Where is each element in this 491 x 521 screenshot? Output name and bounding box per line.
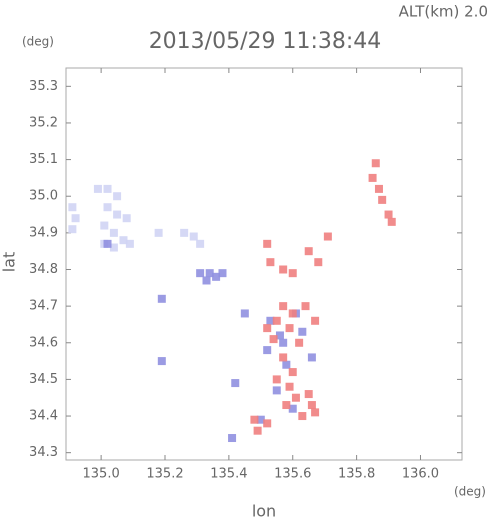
echo-point — [285, 324, 294, 333]
echo-point — [275, 331, 284, 340]
echo-point — [279, 338, 288, 347]
echo-point — [231, 379, 240, 388]
echo-point — [298, 327, 307, 336]
chart-title: 2013/05/29 11:38:44 — [149, 29, 382, 54]
echo-point — [311, 316, 320, 325]
echo-point — [266, 258, 275, 267]
echo-point — [119, 236, 128, 245]
echo-point — [263, 419, 272, 428]
echo-point — [295, 338, 304, 347]
echo-point — [288, 269, 297, 278]
echo-point — [298, 412, 307, 421]
echo-point — [288, 368, 297, 377]
echo-point — [100, 221, 109, 230]
echo-point — [196, 239, 205, 248]
echo-point — [387, 217, 396, 226]
echo-point — [307, 353, 316, 362]
echo-point — [228, 434, 237, 443]
y-tick-label: 35.2 — [29, 115, 58, 130]
x-tick-label: 135.0 — [83, 467, 120, 482]
echo-point — [68, 203, 77, 212]
y-axis-label: lat — [0, 252, 19, 273]
plot-frame — [65, 67, 463, 461]
x-tick-label: 135.6 — [274, 467, 311, 482]
echo-point — [109, 228, 118, 237]
echo-point — [378, 195, 387, 204]
echo-point — [71, 214, 80, 223]
altitude-label: ALT(km) 2.0 — [399, 3, 488, 21]
echo-point — [304, 247, 313, 256]
echo-point — [279, 302, 288, 311]
echo-point — [311, 408, 320, 417]
y-tick-label: 35.0 — [29, 189, 58, 204]
echo-point — [109, 243, 118, 252]
echo-point — [240, 309, 249, 318]
echo-point — [272, 375, 281, 384]
echo-point — [285, 382, 294, 391]
echo-point — [122, 214, 131, 223]
echo-point — [282, 401, 291, 410]
echo-point — [282, 360, 291, 369]
x-unit: (deg) — [454, 485, 486, 499]
echo-point — [368, 173, 377, 182]
echo-point — [263, 324, 272, 333]
echo-point — [196, 269, 205, 278]
echo-point — [301, 302, 310, 311]
x-axis-label: lon — [252, 502, 276, 521]
echo-point — [103, 203, 112, 212]
x-tick-label: 136.0 — [402, 467, 439, 482]
y-tick-label: 35.3 — [29, 79, 58, 94]
echo-point — [253, 426, 262, 435]
echo-point — [154, 228, 163, 237]
echo-point — [374, 184, 383, 193]
echo-point — [266, 316, 275, 325]
echo-point — [103, 239, 112, 248]
echo-point — [314, 258, 323, 267]
echo-point — [157, 357, 166, 366]
y-tick-label: 35.1 — [29, 152, 58, 167]
y-tick-label: 34.7 — [29, 299, 58, 314]
echo-point — [272, 316, 281, 325]
echo-point — [93, 184, 102, 193]
echo-point — [113, 210, 122, 219]
echo-point — [103, 184, 112, 193]
echo-point — [212, 272, 221, 281]
echo-point — [307, 401, 316, 410]
y-tick-label: 34.4 — [29, 409, 58, 424]
echo-point — [113, 192, 122, 201]
echo-point — [279, 353, 288, 362]
echo-point — [125, 239, 134, 248]
echo-point — [288, 404, 297, 413]
echo-point — [272, 386, 281, 395]
echo-point — [180, 228, 189, 237]
echo-point — [256, 415, 265, 424]
echo-point — [202, 276, 211, 285]
echo-point — [288, 309, 297, 318]
echo-point — [250, 415, 259, 424]
y-tick-label: 34.8 — [29, 262, 58, 277]
echo-point — [304, 390, 313, 399]
echo-point — [189, 232, 198, 241]
echo-point — [291, 393, 300, 402]
echo-point — [205, 269, 214, 278]
x-tick-label: 135.4 — [210, 467, 247, 482]
echo-point — [371, 159, 380, 168]
y-tick-label: 34.3 — [29, 445, 58, 460]
echo-point — [263, 346, 272, 355]
x-tick-label: 135.8 — [338, 467, 375, 482]
echo-point — [68, 225, 77, 234]
echo-point — [269, 335, 278, 344]
x-tick-label: 135.2 — [146, 467, 183, 482]
echo-point — [218, 269, 227, 278]
echo-point — [384, 210, 393, 219]
echo-point — [323, 232, 332, 241]
echo-point — [157, 294, 166, 303]
y-unit: (deg) — [22, 35, 54, 49]
echo-point — [263, 239, 272, 248]
y-tick-label: 34.9 — [29, 225, 58, 240]
y-tick-label: 34.5 — [29, 372, 58, 387]
echo-point — [279, 265, 288, 274]
y-tick-label: 34.6 — [29, 335, 58, 350]
